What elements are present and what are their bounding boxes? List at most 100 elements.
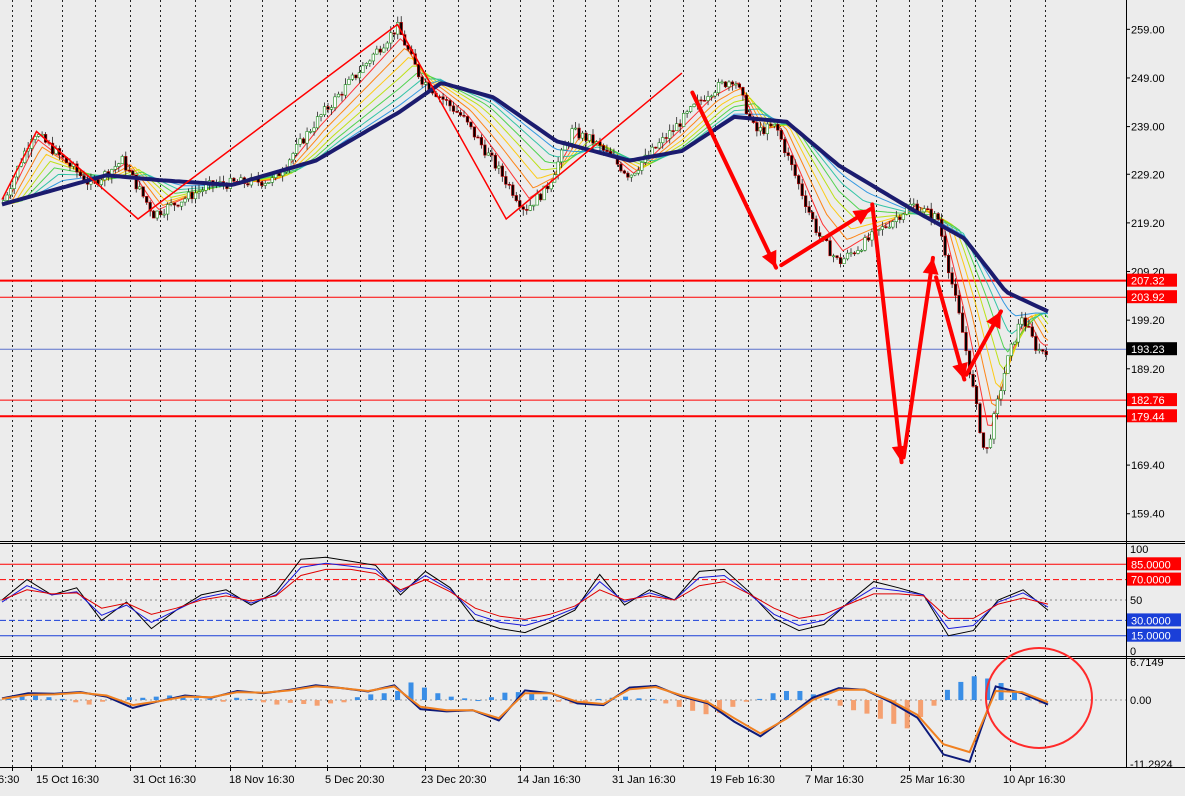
candle-down xyxy=(1041,349,1045,352)
oscillator-panel[interactable] xyxy=(0,544,1126,655)
candle-up xyxy=(912,203,916,206)
candle-down xyxy=(678,123,682,127)
candle-down xyxy=(1027,326,1031,328)
candle-up xyxy=(295,144,299,154)
candle-down xyxy=(469,121,473,128)
candle-up xyxy=(291,153,295,161)
arrow-head xyxy=(952,361,968,380)
oscillator-tag-label: 15.0000 xyxy=(1131,631,1171,643)
candle-up xyxy=(901,213,905,220)
candle-down xyxy=(671,130,675,132)
y-tick-label: 169.40 xyxy=(1131,460,1165,472)
macd-histogram-bar xyxy=(354,697,360,701)
candle-up xyxy=(204,184,208,191)
candle-down xyxy=(1044,350,1048,356)
candle-down xyxy=(978,403,982,434)
candle-down xyxy=(741,87,745,96)
candle-up xyxy=(877,229,881,231)
candle-up xyxy=(758,127,762,132)
candle-down xyxy=(483,144,487,156)
macd-histogram-bar xyxy=(623,696,629,701)
candle-up xyxy=(389,32,393,44)
oscillator-tag-label: 30.0000 xyxy=(1131,615,1171,627)
highlight-circle xyxy=(985,647,1093,749)
candle-down xyxy=(664,137,668,139)
macd-histogram-bar xyxy=(515,692,521,701)
macd-histogram-bar xyxy=(140,697,146,701)
candle-up xyxy=(995,398,1000,414)
macd-histogram-bar xyxy=(1025,697,1031,701)
price-tag-bg xyxy=(1127,393,1177,407)
oscillator-tick-label: 0 xyxy=(1130,646,1136,658)
candle-down xyxy=(584,132,588,141)
macd-histogram-bar xyxy=(649,698,655,701)
candle-down xyxy=(78,171,83,177)
candle-up xyxy=(640,162,644,171)
price-tag-label: 203.92 xyxy=(1131,292,1165,304)
macd-histogram-bar xyxy=(582,700,588,702)
candle-up xyxy=(933,213,937,220)
y-tick-label: 159.40 xyxy=(1131,509,1165,521)
candle-down xyxy=(769,123,773,127)
candle-down xyxy=(441,96,445,100)
macd-histogram-bar xyxy=(207,698,213,701)
macd-histogram-bar xyxy=(837,700,843,706)
candle-up xyxy=(343,84,348,96)
macd-histogram-bar xyxy=(636,698,642,701)
candle-down xyxy=(190,191,194,200)
candle-down xyxy=(525,209,529,211)
candle-down xyxy=(626,172,630,178)
candle-up xyxy=(169,202,173,205)
macd-histogram-bar xyxy=(971,676,977,701)
macd-histogram-bar xyxy=(676,700,682,707)
price-tag-bg xyxy=(1127,273,1177,287)
candle-up xyxy=(486,152,490,156)
macd-histogram-bar xyxy=(408,682,414,701)
price-panel[interactable] xyxy=(0,0,1126,540)
candle-up xyxy=(197,191,201,194)
candle-down xyxy=(790,155,794,165)
candle-up xyxy=(319,114,323,117)
x-tick-label: 10 Apr 16:30 xyxy=(1003,774,1065,786)
candle-down xyxy=(723,81,728,88)
candle-down xyxy=(619,163,623,172)
macd-histogram-bar xyxy=(247,698,253,701)
candle-down xyxy=(985,447,989,449)
candle-down xyxy=(511,184,515,196)
macd-tick-label: 0.00 xyxy=(1130,695,1151,707)
macd-histogram-bar xyxy=(757,698,763,701)
candle-down xyxy=(134,174,138,190)
candle-up xyxy=(556,161,560,176)
candle-down xyxy=(490,152,494,156)
oscillator-tick-label: 100 xyxy=(1130,544,1148,556)
x-tick-label: 7 Mar 16:30 xyxy=(805,774,864,786)
candle-up xyxy=(727,81,731,88)
candle-up xyxy=(863,237,867,251)
candle-down xyxy=(172,202,177,206)
candle-down xyxy=(68,162,72,167)
macd-histogram-bar xyxy=(100,700,106,702)
candle-up xyxy=(162,213,166,216)
candle-up xyxy=(633,172,637,176)
candle-down xyxy=(476,136,480,139)
candle-down xyxy=(884,226,888,228)
macd-histogram-bar xyxy=(596,698,602,701)
candle-up xyxy=(155,210,159,219)
macd-histogram-bar xyxy=(864,700,870,714)
candle-down xyxy=(804,195,808,207)
candle-up xyxy=(200,189,205,192)
macd-panel[interactable] xyxy=(0,659,1126,767)
macd-histogram-bar xyxy=(851,700,857,711)
macd-histogram-bar xyxy=(770,693,776,701)
candle-up xyxy=(270,177,274,183)
y-tick-label: 239.00 xyxy=(1131,122,1165,134)
macd-histogram-bar xyxy=(193,698,199,701)
macd-histogram-bar xyxy=(234,697,240,701)
candle-down xyxy=(504,176,508,185)
candle-up xyxy=(845,252,850,260)
candle-down xyxy=(246,183,250,186)
candle-down xyxy=(465,116,470,123)
y-tick-label: 219.20 xyxy=(1131,218,1165,230)
candle-up xyxy=(532,204,536,207)
